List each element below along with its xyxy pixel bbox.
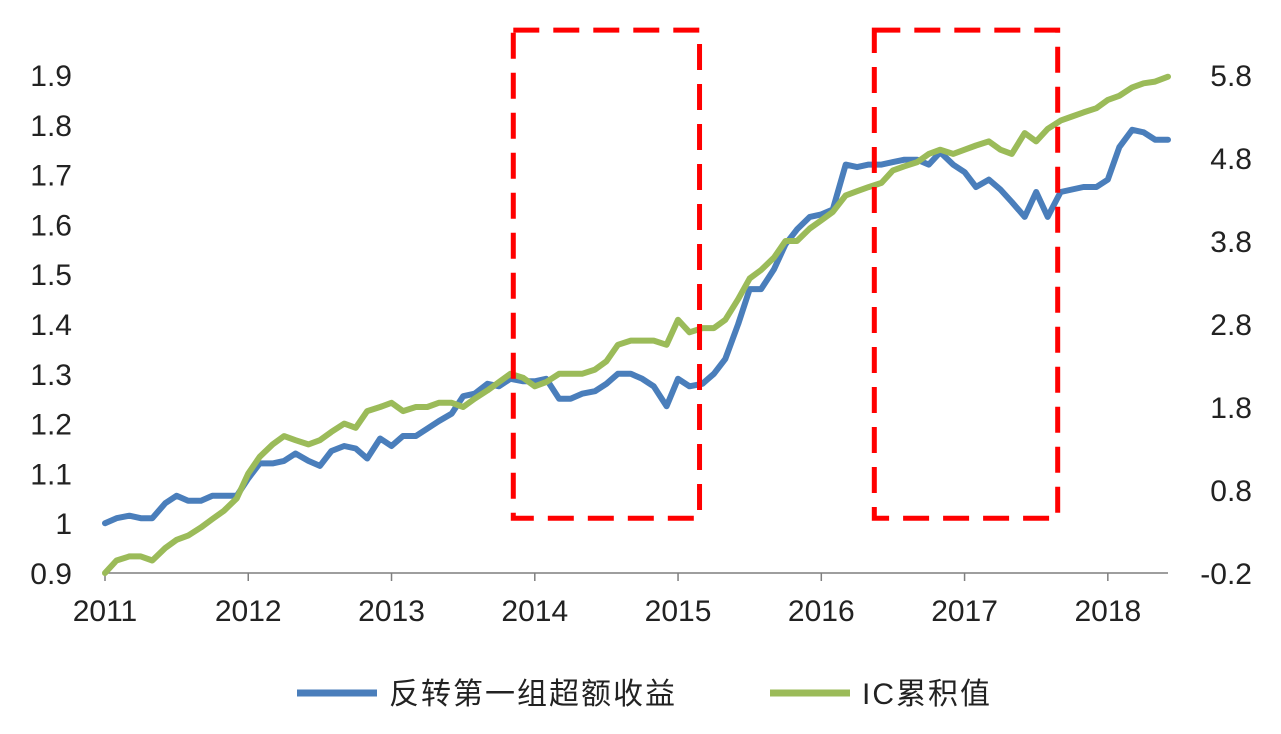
x-tick-label: 2012 [215,595,282,628]
x-tick-label: 2015 [645,595,712,628]
axes [104,572,1168,581]
x-tick-label: 2017 [931,595,998,628]
left-y-tick-label: 1.8 [30,110,72,143]
left-y-tick-label: 1 [55,508,72,541]
series-line-reversal-excess-return [102,126,1171,527]
right-y-tick-label: -0.2 [1200,558,1252,591]
legend: 反转第一组超额收益 IC累积值 [297,678,992,711]
legend-label: IC累积值 [862,678,992,711]
left-y-tick-label: 1.7 [30,160,72,193]
left-y-tick-label: 1.2 [30,409,72,442]
x-tick-label: 2013 [358,595,425,628]
right-y-tick-label: 3.8 [1210,226,1252,259]
series-lines [102,73,1171,576]
x-tick-label: 2018 [1074,595,1141,628]
right-y-tick-label: 5.8 [1210,60,1252,93]
left-y-tick-label: 1.1 [30,458,72,491]
right-y-tick-label: 4.8 [1210,143,1252,176]
right-y-tick-label: 2.8 [1210,309,1252,342]
highlight-box [510,27,703,521]
left-y-tick-label: 1.3 [30,359,72,392]
highlight-box [871,27,1061,521]
tick-labels: 2011 2012 2013 2014 2015 2016 2017 2018 0.9 1 1.1 1… [30,60,1252,628]
left-y-tick-label: 0.9 [30,558,72,591]
x-tick-label: 2016 [788,595,855,628]
left-y-tick-label: 1.9 [30,60,72,93]
right-y-tick-label: 1.8 [1210,392,1252,425]
left-y-tick-label: 1.5 [30,259,72,292]
x-tick-label: 2014 [501,595,568,628]
legend-label: 反转第一组超额收益 [389,678,677,711]
series-line-ic-cumulative [102,73,1171,576]
right-y-tick-label: 0.8 [1210,475,1252,508]
left-y-tick-label: 1.6 [30,209,72,242]
highlight-boxes [510,27,1061,521]
x-tick-label: 2011 [73,595,138,628]
left-y-tick-label: 1.4 [30,309,72,342]
